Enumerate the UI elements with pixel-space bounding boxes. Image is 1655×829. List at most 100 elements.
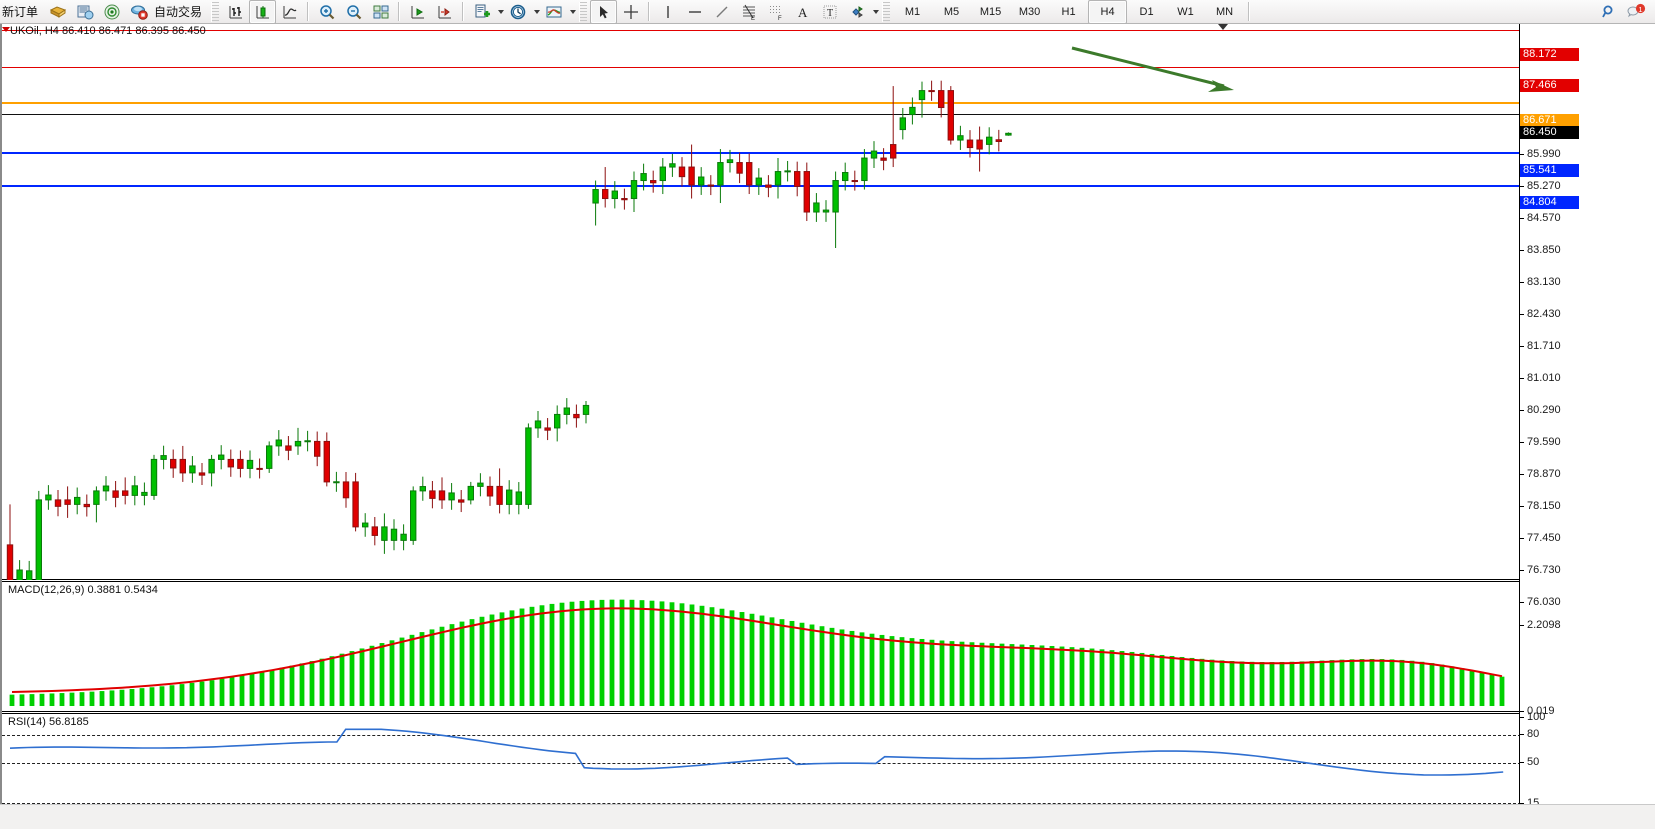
timeframe-mn[interactable]: MN	[1215, 5, 1234, 18]
chevron-down-icon[interactable]	[570, 9, 577, 14]
line-chart-icon[interactable]	[276, 0, 303, 24]
price-tick: 78.870	[1520, 468, 1561, 480]
main-toolbar: 新订单 自动交易	[0, 0, 1655, 24]
candlestick-chart-icon[interactable]	[249, 0, 277, 24]
macd-label: MACD(12,26,9) 0.3881 0.5434	[8, 584, 161, 596]
rsi-label: RSI(14) 56.8185	[8, 716, 92, 728]
price-tag: 87.466	[1520, 79, 1579, 92]
timeframe-h1[interactable]: H1	[1061, 5, 1076, 18]
price-tick: 78.150	[1520, 500, 1561, 512]
price-tag: 84.804	[1520, 196, 1579, 209]
rsi-level-15	[2, 803, 1521, 804]
price-tick: 76.730	[1520, 564, 1561, 576]
macd-series	[9, 599, 1505, 706]
zoom-in-icon[interactable]	[313, 0, 340, 24]
text-icon[interactable]: A	[789, 0, 816, 24]
toolbar-separator	[648, 2, 651, 21]
rsi-series	[9, 728, 1504, 776]
tile-windows-icon[interactable]	[367, 0, 394, 24]
timeframe-d1[interactable]: D1	[1139, 5, 1154, 18]
toolbar-separator	[398, 2, 401, 21]
fibonacci-icon[interactable]: E	[735, 0, 762, 24]
timeframe-h4[interactable]: H4	[1088, 0, 1128, 24]
chevron-down-icon[interactable]	[873, 9, 880, 14]
folder-icon[interactable]	[44, 0, 71, 24]
price-tag: 86.671	[1520, 114, 1579, 127]
rsi-level-80	[2, 735, 1521, 736]
price-tick: 84.570	[1520, 212, 1561, 224]
price-tick: 80	[1520, 728, 1539, 740]
rsi-level-50	[2, 763, 1521, 764]
chevron-down-icon[interactable]	[534, 9, 541, 14]
vertical-line-icon[interactable]	[654, 0, 681, 24]
timeframe-m15[interactable]: M15	[979, 5, 1002, 18]
price-tag: 88.172	[1520, 48, 1579, 61]
data-window-icon[interactable]	[71, 0, 98, 24]
autotrading-label[interactable]: 自动交易	[154, 5, 203, 19]
text-label-icon[interactable]: T	[816, 0, 843, 24]
templates-icon[interactable]	[540, 0, 567, 24]
price-tick: 85.990	[1520, 148, 1561, 160]
trendline-icon[interactable]	[708, 0, 735, 24]
candlestick-series	[6, 46, 1234, 580]
indicators-icon[interactable]	[468, 0, 495, 24]
toolbar-grip[interactable]	[579, 1, 588, 22]
price-tick: 82.430	[1520, 308, 1561, 320]
auto-scroll-icon[interactable]	[431, 0, 458, 24]
price-tick: 100	[1520, 711, 1545, 723]
symbol-collapse-icon[interactable]	[2, 27, 10, 32]
level-line-88172	[2, 30, 1521, 31]
timeframe-m1[interactable]: M1	[904, 5, 921, 18]
signal-icon[interactable]	[98, 0, 125, 24]
price-tick: 81.010	[1520, 372, 1561, 384]
price-tag: 85.541	[1520, 164, 1579, 177]
price-tick: 81.710	[1520, 340, 1561, 352]
toolbar-separator	[1248, 2, 1251, 21]
timeframe-group: M1 M5 M15 M30 H1 H4 D1 W1 MN	[893, 0, 1244, 24]
chart-plot-area[interactable]: UKOil, H4 86.410 86.471 86.395 86.450 MA…	[0, 24, 1521, 805]
macd-pane[interactable]: MACD(12,26,9) 0.3881 0.5434	[2, 581, 1521, 712]
price-tick: 85.270	[1520, 180, 1561, 192]
trend-arrow-annotation	[1071, 46, 1234, 92]
price-tick: 76.030	[1520, 596, 1561, 608]
timeframe-m30[interactable]: M30	[1018, 5, 1041, 18]
alerts-icon[interactable]: 1	[1622, 0, 1649, 24]
rsi-pane[interactable]: RSI(14) 56.8185	[2, 713, 1521, 805]
level-line-84804	[2, 185, 1521, 187]
timeframe-w1[interactable]: W1	[1177, 5, 1194, 18]
level-line-86671	[2, 102, 1521, 104]
chart-shift-icon[interactable]	[404, 0, 431, 24]
price-tick: 77.450	[1520, 532, 1561, 544]
periods-icon[interactable]	[504, 0, 531, 24]
toolbar-grip[interactable]	[211, 1, 220, 22]
search-icon[interactable]	[1595, 0, 1622, 24]
symbol-ohlc-label: UKOil, H4 86.410 86.471 86.395 86.450	[10, 25, 206, 37]
toolbar-grip[interactable]	[882, 1, 891, 22]
svg-text:T: T	[827, 8, 833, 19]
new-order-label[interactable]: 新订单	[2, 5, 39, 19]
bar-chart-icon[interactable]	[222, 0, 249, 24]
timeframe-m5[interactable]: M5	[943, 5, 960, 18]
chart-scroll-caret-icon[interactable]	[1218, 24, 1228, 30]
level-line-87466	[2, 67, 1521, 68]
toolbar-separator	[307, 2, 310, 21]
price-tag: 86.450	[1520, 126, 1579, 139]
objects-icon[interactable]	[843, 0, 870, 24]
price-tick: 83.850	[1520, 244, 1561, 256]
price-scale[interactable]: 85.990 85.270 84.570 83.850 83.130 82.430 81.7…	[1519, 24, 1655, 828]
svg-text:A: A	[798, 5, 808, 20]
cursor-icon[interactable]	[590, 0, 618, 24]
fibonacci-fan-icon[interactable]: F	[762, 0, 789, 24]
price-tick: 50	[1520, 756, 1539, 768]
horizontal-line-icon[interactable]	[681, 0, 708, 24]
price-tick: 80.290	[1520, 404, 1561, 416]
chevron-down-icon[interactable]	[498, 9, 505, 14]
crosshair-icon[interactable]	[617, 0, 644, 24]
alert-badge-count: 1	[1638, 5, 1642, 14]
chart-container[interactable]: UKOil, H4 86.410 86.471 86.395 86.450 MA…	[0, 24, 1655, 828]
svg-text:F: F	[778, 16, 782, 21]
zoom-out-icon[interactable]	[340, 0, 367, 24]
autotrading-icon[interactable]	[125, 0, 152, 24]
svg-text:E: E	[751, 16, 755, 21]
price-pane[interactable]: UKOil, H4 86.410 86.471 86.395 86.450	[2, 24, 1521, 580]
